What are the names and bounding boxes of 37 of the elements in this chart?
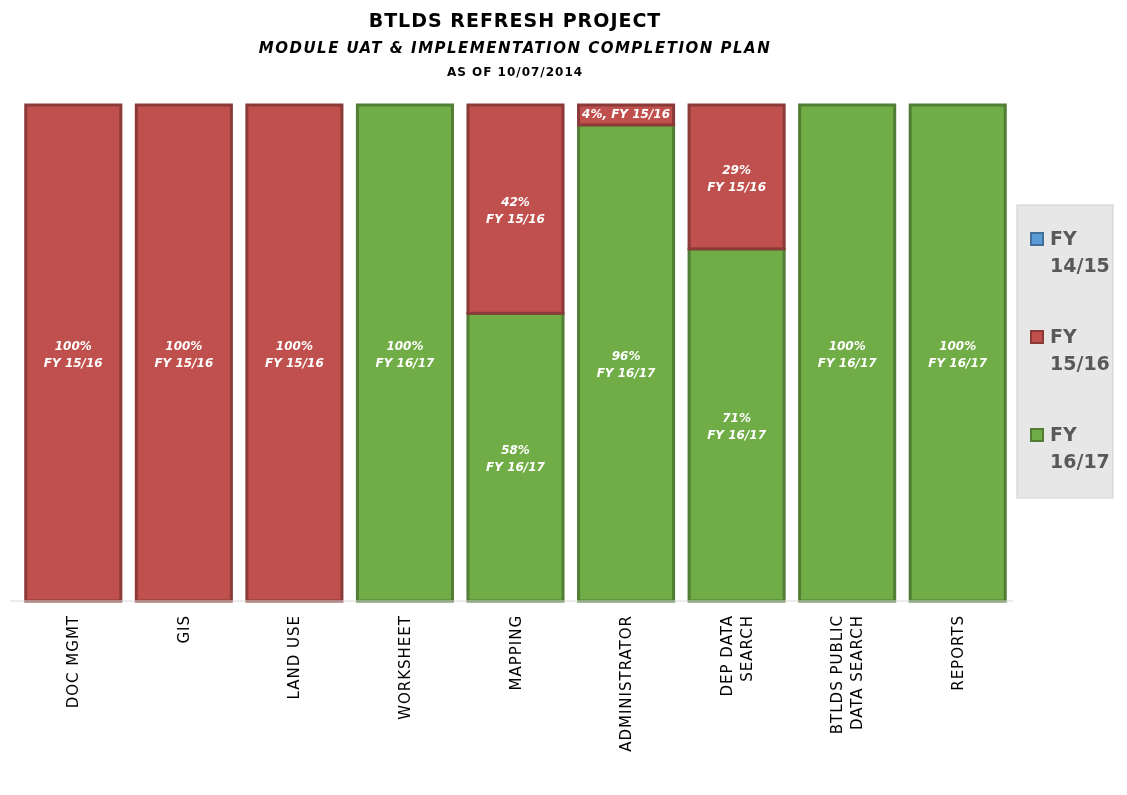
x-tick-label: DEP DATA SEARCH bbox=[717, 615, 756, 697]
chart-title: BTLDS REFRESH PROJECT bbox=[368, 9, 662, 31]
bar bbox=[245, 103, 344, 603]
text: AS OF 10/07/2014 bbox=[446, 65, 584, 79]
x-tick-label: LAND USE bbox=[285, 615, 304, 700]
data-label: 29% FY 15/16 bbox=[707, 162, 767, 194]
bar bbox=[134, 103, 233, 603]
chart-subtitle: MODULE UAT & IMPLEMENTATION COMPLETION PLAN bbox=[258, 39, 772, 57]
bar bbox=[24, 103, 123, 603]
data-label: 100% FY 16/17 bbox=[817, 339, 878, 370]
legend-label: FY 14/15 bbox=[1050, 227, 1110, 276]
data-label: 100% FY 16/17 bbox=[928, 339, 988, 370]
bar bbox=[687, 247, 786, 603]
data-label: 96% FY 16/17 bbox=[596, 348, 657, 380]
bar bbox=[908, 103, 1007, 603]
data-label: 100% FY 15/16 bbox=[43, 339, 103, 370]
x-tick-label: WORKSHEET bbox=[395, 615, 414, 720]
data-label: 100% FY 16/17 bbox=[375, 339, 436, 370]
x-tick-label: DOC MGMT bbox=[64, 615, 83, 709]
bar bbox=[466, 103, 565, 315]
x-tick-label: ADMINISTRATOR bbox=[617, 615, 636, 752]
x-tick-label: BTLDS PUBLIC DATA SEARCH bbox=[828, 615, 867, 735]
data-label: 42% FY 15/16 bbox=[486, 195, 545, 227]
x-tick-label: MAPPING bbox=[506, 615, 525, 691]
data-label: 71% FY 16/17 bbox=[707, 410, 767, 442]
data-label: 4%, FY 15/16 bbox=[581, 107, 671, 121]
bar bbox=[355, 103, 454, 603]
bar bbox=[577, 123, 676, 603]
bar bbox=[798, 103, 897, 603]
data-label: 58% FY 16/17 bbox=[486, 443, 546, 475]
x-tick-label: REPORTS bbox=[948, 615, 967, 691]
bar bbox=[687, 103, 786, 251]
legend-label: FY 16/17 bbox=[1050, 423, 1110, 472]
x-tick-label: GIS bbox=[174, 615, 193, 644]
data-label: 100% FY 15/16 bbox=[264, 339, 324, 370]
data-label: 100% FY 15/16 bbox=[154, 339, 214, 370]
legend-label: FY 15/16 bbox=[1050, 325, 1110, 374]
